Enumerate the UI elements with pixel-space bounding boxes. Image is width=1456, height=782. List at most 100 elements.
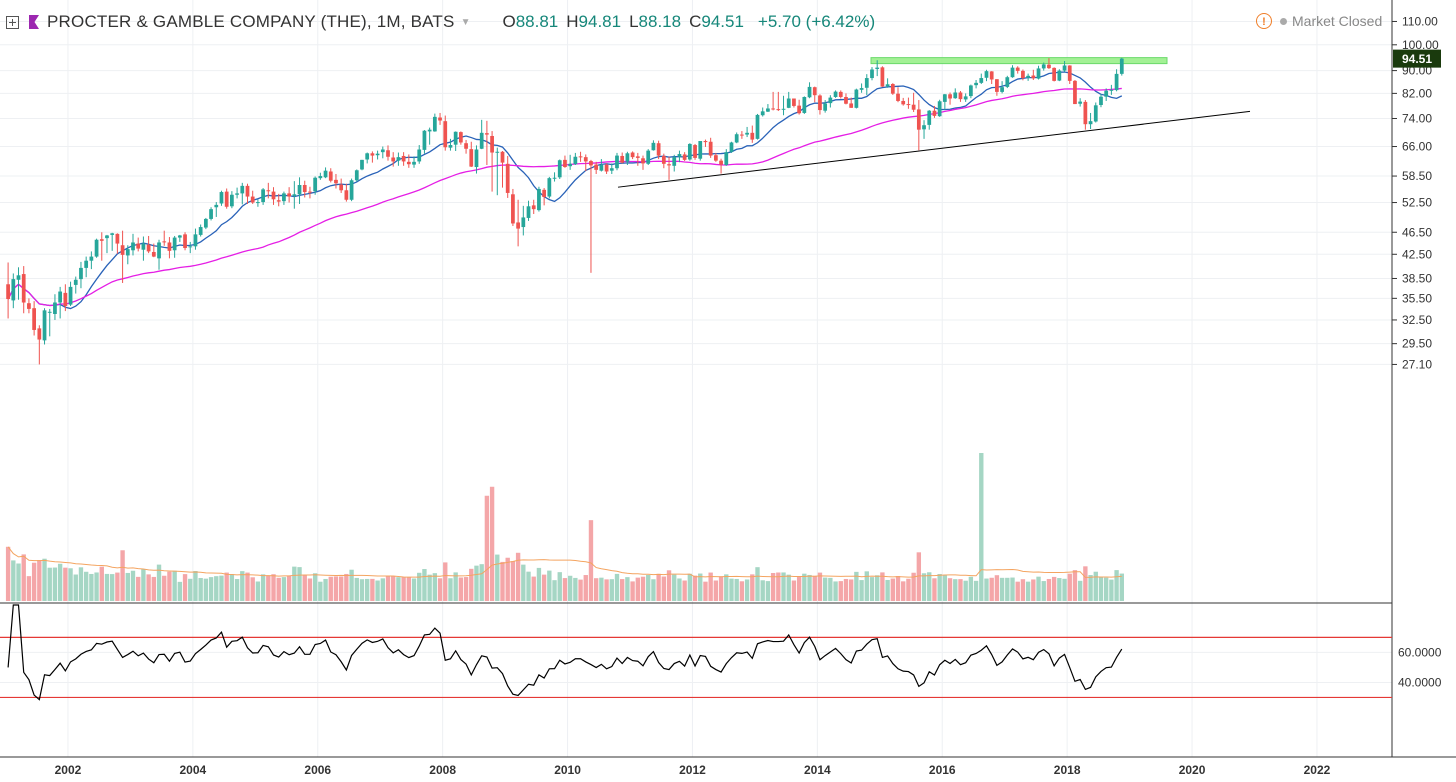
candle-body <box>58 291 63 303</box>
volume-bar <box>489 486 495 601</box>
volume-bar <box>474 565 479 601</box>
high-label: H <box>566 12 579 31</box>
candle-body <box>578 156 583 158</box>
candle-body <box>693 145 697 158</box>
volume-bar <box>16 563 21 601</box>
volume-bar <box>760 580 765 601</box>
candle-body <box>547 178 552 197</box>
low-value: 88.18 <box>638 12 682 31</box>
status-dot-icon <box>1280 17 1287 25</box>
volume-bar <box>604 579 609 601</box>
volume-bar <box>307 578 313 601</box>
candle-body <box>672 157 677 166</box>
symbol-title[interactable]: PROCTER & GAMBLE COMPANY (THE), 1M, BATS <box>47 12 455 31</box>
volume-bar <box>755 567 760 601</box>
candle-body <box>760 111 765 116</box>
candle-body <box>287 193 292 197</box>
expand-icon[interactable] <box>6 15 19 29</box>
candle-body <box>94 239 99 257</box>
x-tick-label: 2010 <box>554 763 581 777</box>
volume-bar <box>146 574 151 601</box>
candle-body <box>786 98 791 108</box>
candle-body <box>615 155 619 169</box>
volume-bar <box>692 575 698 601</box>
candle-body <box>1088 121 1093 125</box>
volume-bar <box>963 580 968 601</box>
volume-bar <box>651 579 656 601</box>
candle-body <box>349 180 354 200</box>
candle-body <box>214 204 219 208</box>
volume-bar <box>292 566 297 601</box>
volume-bar <box>333 576 339 601</box>
candle-body <box>656 143 661 156</box>
volume-bar <box>318 581 323 601</box>
candle-body <box>68 286 73 305</box>
volume-bar <box>505 557 510 601</box>
volume-bar <box>83 571 89 601</box>
volume-bar <box>698 573 703 601</box>
symbol-header: PROCTER & GAMBLE COMPANY (THE), 1M, BATS… <box>6 10 875 34</box>
candle-body <box>885 84 890 87</box>
volume-bar <box>901 581 906 601</box>
volume-bar <box>968 576 974 601</box>
market-status-label: Market Closed <box>1292 13 1383 29</box>
volume-bar <box>359 579 365 601</box>
candle-body <box>875 67 880 69</box>
volume-bar <box>1015 581 1020 601</box>
candle-body <box>1099 96 1103 105</box>
volume-bar <box>21 554 26 601</box>
candle-body <box>1026 75 1030 78</box>
candle-body <box>667 164 671 166</box>
candle-body <box>500 151 505 163</box>
candle-body <box>729 142 734 152</box>
candle-body <box>537 188 541 211</box>
volume-bar <box>822 577 828 601</box>
volume-bar <box>536 567 542 601</box>
candle-body <box>828 97 833 104</box>
candle-body <box>37 328 42 340</box>
volume-bar <box>417 572 422 601</box>
candle-body <box>443 121 448 148</box>
volume-bar <box>770 572 776 601</box>
candle-body <box>396 157 401 161</box>
candle-body <box>380 149 385 153</box>
flag-icon[interactable] <box>29 15 39 29</box>
warning-icon[interactable]: ! <box>1256 13 1272 29</box>
volume-bar <box>344 573 349 601</box>
candle-body <box>1021 70 1025 79</box>
candle-body <box>188 246 193 248</box>
volume-bar <box>120 550 125 601</box>
candle-body <box>989 71 994 80</box>
volume-bar <box>57 563 63 601</box>
last-price-tag[interactable] <box>1393 49 1441 68</box>
volume-bar <box>843 578 849 601</box>
candle-body <box>979 78 984 83</box>
candle-body <box>308 191 312 193</box>
candle-body <box>219 192 224 204</box>
candle-body <box>16 275 21 280</box>
volume-bar <box>547 570 552 601</box>
candle-body <box>344 190 349 200</box>
candle-body <box>479 132 484 149</box>
candle-body <box>417 149 422 162</box>
candle-body <box>818 95 822 111</box>
candle-body <box>339 184 344 191</box>
volume-bar <box>578 579 583 601</box>
volume-bar <box>385 575 391 601</box>
volume-bar <box>708 572 713 601</box>
x-tick-label: 2018 <box>1054 763 1081 777</box>
candle-body <box>896 93 900 101</box>
candle-body <box>953 92 958 99</box>
volume-bar <box>864 571 869 601</box>
candle-body <box>32 308 36 330</box>
volume-bar <box>1036 576 1041 601</box>
chevron-down-icon[interactable]: ▼ <box>460 16 471 28</box>
rsi-line <box>7 604 1123 701</box>
volume-bar <box>276 577 281 601</box>
candle-body <box>162 241 167 243</box>
close-value: 94.51 <box>701 12 744 31</box>
volume-bar <box>724 574 729 601</box>
candle-body <box>1073 80 1077 105</box>
volume-bar <box>338 576 344 601</box>
